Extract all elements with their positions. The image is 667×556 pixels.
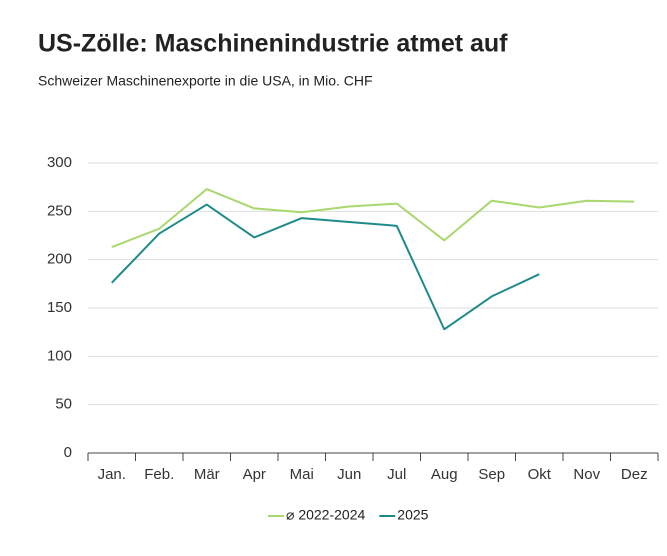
x-tick-label: Feb. [144, 466, 174, 483]
x-tick-label: Sep [478, 466, 505, 483]
y-tick-label: 300 [47, 154, 72, 171]
legend-label: ⌀ 2022-2024 [286, 507, 365, 523]
x-tick-label: Nov [573, 466, 600, 483]
y-tick-label: 100 [47, 347, 72, 364]
y-tick-label: 50 [55, 396, 72, 413]
x-tick-label: Okt [528, 466, 552, 483]
x-tick-label: Jun [337, 466, 361, 483]
chart-title: US-Zölle: Maschinenindustrie atmet auf [38, 30, 508, 58]
x-tick-label: Dez [621, 466, 648, 483]
x-tick-label: Jul [387, 466, 406, 483]
y-tick-label: 200 [47, 251, 72, 268]
y-tick-label: 250 [47, 202, 72, 219]
x-tick-label: Aug [431, 466, 458, 483]
x-tick-label: Mai [290, 466, 314, 483]
x-tick-label: Mär [194, 466, 220, 483]
legend-label: 2025 [397, 507, 428, 523]
series-line [111, 203, 540, 331]
series-line [111, 188, 635, 249]
y-tick-label: 0 [64, 444, 72, 461]
x-tick-label: Apr [243, 466, 266, 483]
x-tick-label: Jan. [98, 466, 126, 483]
y-tick-label: 150 [47, 299, 72, 316]
chart-subtitle: Schweizer Maschinenexporte in die USA, i… [38, 73, 373, 89]
